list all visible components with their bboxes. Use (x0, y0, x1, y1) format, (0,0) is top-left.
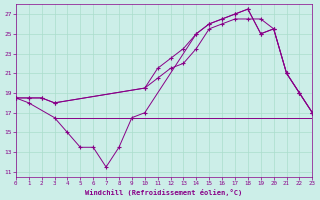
X-axis label: Windchill (Refroidissement éolien,°C): Windchill (Refroidissement éolien,°C) (85, 189, 243, 196)
